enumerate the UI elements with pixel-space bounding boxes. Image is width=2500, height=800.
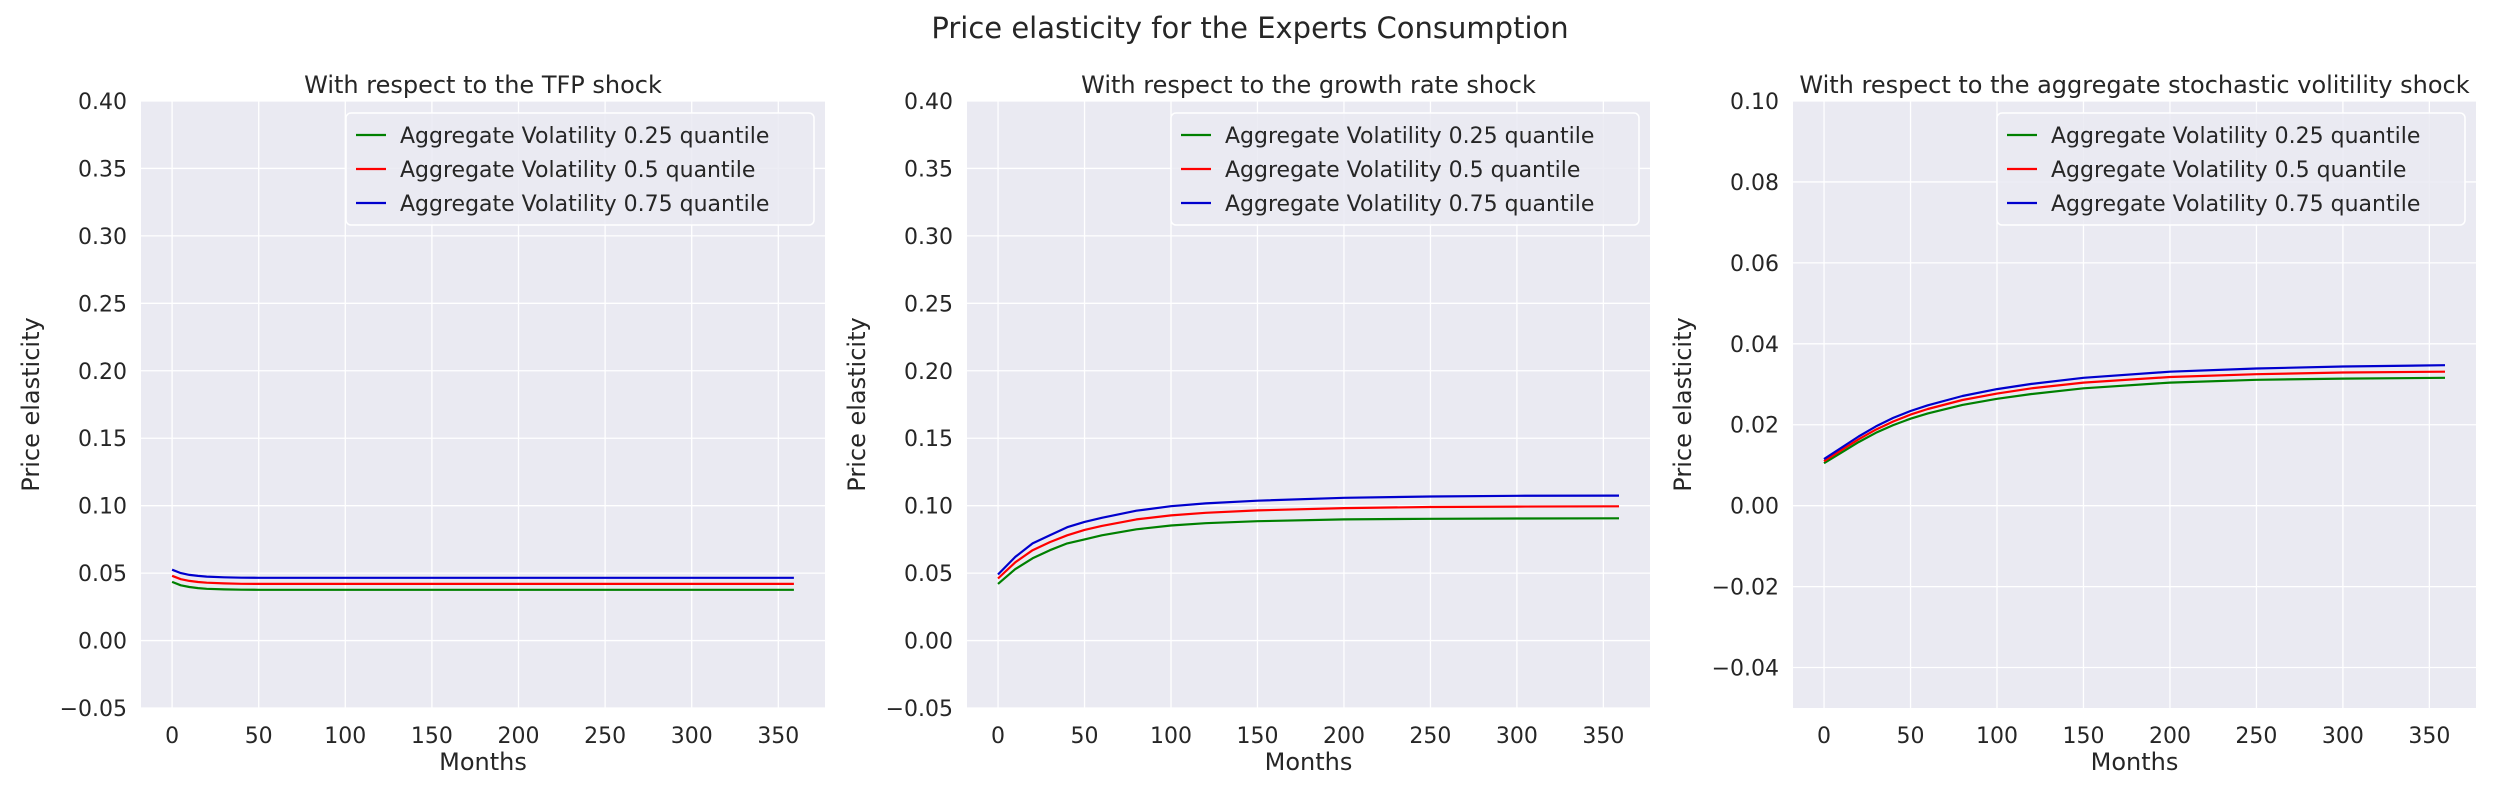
x-tick-label: 300: [1496, 724, 1538, 749]
series-line-1: [1823, 376, 2446, 465]
chart-panel-2: 0 50 100 150 200 250 300 350 −0.05 0.00 0.05 0.10 0.…: [843, 71, 1650, 776]
chart-panel-1: 0 50 100 150 200 250 300 350 −0.05 0.00 0.05 0.10 0.…: [17, 71, 825, 776]
y-tick-label: 0.10: [1730, 90, 1779, 115]
y-axis-label: Price elasticity: [17, 317, 45, 491]
x-tick-label: 0: [165, 724, 179, 749]
chart-panel-3: 0 50 100 150 200 250 300 350 −0.04 −0.02 0.00 0.02 0…: [1669, 71, 2476, 776]
y-tick-label: 0.30: [904, 225, 953, 250]
y-tick-label: 0.25: [904, 292, 953, 317]
legend-label: Aggregate Volatility 0.25 quantile: [2051, 124, 2420, 149]
x-tick-label: 350: [757, 724, 799, 749]
legend-box: [1170, 112, 1640, 226]
series-line-1: [171, 580, 794, 591]
y-axis-label: Price elasticity: [1669, 317, 1697, 491]
y-tick-label: 0.08: [1730, 171, 1779, 196]
x-tick-label: 200: [1323, 724, 1365, 749]
y-tick-label: 0.10: [78, 495, 127, 520]
y-tick-label: 0.04: [1730, 333, 1779, 358]
y-tick-label: 0.05: [904, 562, 953, 587]
legend: Aggregate Volatility 0.25 quantile Aggreg…: [1996, 112, 2466, 226]
legend-box: [345, 112, 815, 226]
x-tick-label: 350: [2408, 724, 2450, 749]
y-tick-label: 0.20: [904, 360, 953, 385]
y-tick-label: −0.04: [1712, 657, 1779, 682]
y-tick-label: 0.00: [904, 630, 953, 655]
x-tick-label: 300: [671, 724, 713, 749]
series-line-1: [997, 517, 1620, 585]
y-tick-label: 0.40: [904, 90, 953, 115]
x-tick-label: 0: [1817, 724, 1831, 749]
y-tick-label: 0.35: [78, 157, 127, 182]
panel-title: With respect to the aggregate stochastic…: [1799, 71, 2469, 99]
x-tick-label: 250: [1409, 724, 1451, 749]
legend-label: Aggregate Volatility 0.75 quantile: [400, 192, 769, 217]
y-tick-label: 0.05: [78, 562, 127, 587]
legend-label: Aggregate Volatility 0.5 quantile: [2051, 158, 2406, 183]
x-tick-label: 250: [2235, 724, 2277, 749]
y-tick-label: 0.20: [78, 360, 127, 385]
x-tick-label: 100: [1150, 724, 1192, 749]
y-tick-label: 0.10: [904, 495, 953, 520]
panel-title: With respect to the growth rate shock: [1081, 71, 1536, 99]
series-line-3: [997, 494, 1620, 576]
x-tick-label: 350: [1582, 724, 1624, 749]
series-line-2: [1823, 370, 2446, 463]
panel-title: With respect to the TFP shock: [304, 71, 662, 99]
x-tick-label: 200: [498, 724, 540, 749]
x-tick-label: 150: [411, 724, 453, 749]
x-tick-label: 200: [2149, 724, 2191, 749]
y-tick-label: 0.35: [904, 157, 953, 182]
y-tick-label: 0.02: [1730, 414, 1779, 439]
x-tick-label: 150: [2062, 724, 2104, 749]
series-line-3: [171, 568, 794, 579]
series-line-3: [1823, 364, 2446, 461]
y-tick-label: 0.00: [1730, 495, 1779, 520]
y-axis-label: Price elasticity: [843, 317, 871, 491]
y-tick-label: 0.15: [78, 427, 127, 452]
x-tick-label: 300: [2322, 724, 2364, 749]
legend-label: Aggregate Volatility 0.25 quantile: [400, 124, 769, 149]
legend: Aggregate Volatility 0.25 quantile Aggreg…: [1170, 112, 1640, 226]
x-tick-label: 50: [245, 724, 273, 749]
y-tick-label: 0.25: [78, 292, 127, 317]
x-tick-label: 100: [324, 724, 366, 749]
figure-title: Price elasticity for the Experts Consump…: [931, 11, 1568, 45]
y-tick-label: −0.02: [1712, 576, 1779, 601]
y-tick-label: 0.00: [78, 630, 127, 655]
x-tick-label: 150: [1236, 724, 1278, 749]
y-tick-label: 0.15: [904, 427, 953, 452]
legend-label: Aggregate Volatility 0.5 quantile: [400, 158, 755, 183]
x-tick-label: 50: [1071, 724, 1099, 749]
legend-label: Aggregate Volatility 0.75 quantile: [1225, 192, 1594, 217]
y-tick-label: −0.05: [886, 697, 953, 722]
x-axis-label: Months: [1265, 748, 1353, 776]
series-line-2: [997, 505, 1620, 580]
x-axis-label: Months: [439, 748, 527, 776]
x-tick-label: 100: [1976, 724, 2018, 749]
y-tick-label: −0.05: [60, 697, 127, 722]
y-tick-label: 0.06: [1730, 252, 1779, 277]
x-tick-label: 50: [1897, 724, 1925, 749]
series-line-2: [171, 574, 794, 586]
y-tick-label: 0.30: [78, 225, 127, 250]
x-axis-label: Months: [2091, 748, 2179, 776]
y-tick-label: 0.40: [78, 90, 127, 115]
legend-box: [1996, 112, 2466, 226]
legend-label: Aggregate Volatility 0.75 quantile: [2051, 192, 2420, 217]
x-tick-label: 0: [991, 724, 1005, 749]
legend-label: Aggregate Volatility 0.5 quantile: [1225, 158, 1580, 183]
x-tick-label: 250: [584, 724, 626, 749]
legend: Aggregate Volatility 0.25 quantile Aggreg…: [345, 112, 815, 226]
legend-label: Aggregate Volatility 0.25 quantile: [1225, 124, 1594, 149]
